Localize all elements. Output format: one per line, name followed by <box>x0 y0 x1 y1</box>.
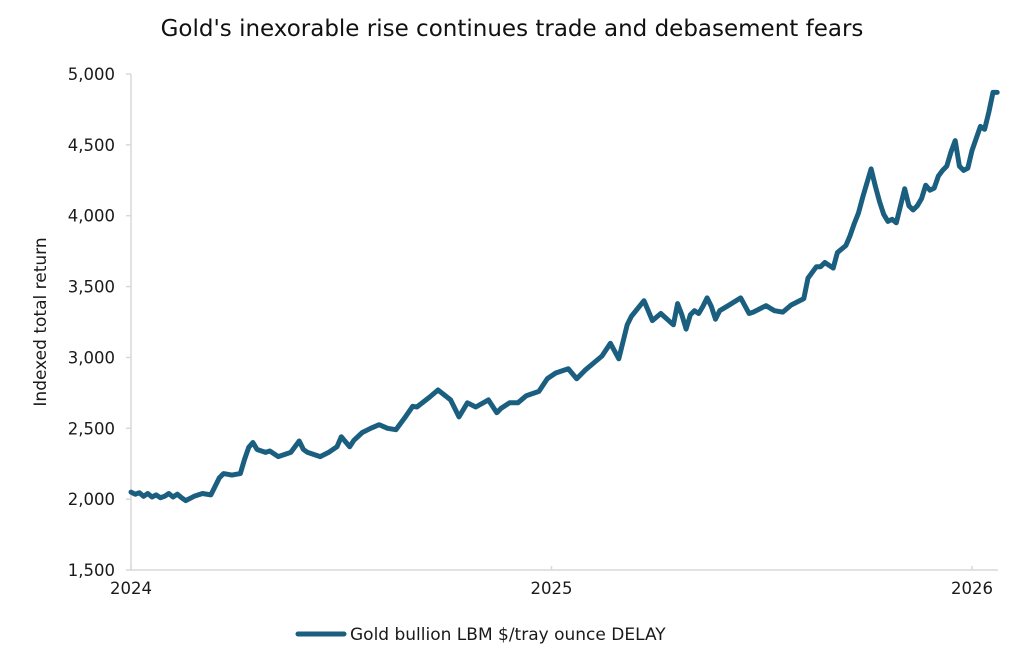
y-tick-label: 1,500 <box>68 561 115 580</box>
series-group <box>128 89 1000 504</box>
y-tick-label: 3,500 <box>68 278 115 297</box>
series-line-gold-bullion <box>128 89 1000 504</box>
chart-title: Gold's inexorable rise continues trade a… <box>161 16 864 42</box>
y-axis: 1,500 2,000 2,500 3,000 3,500 4,000 4,500 5,000 <box>68 65 131 580</box>
x-axis: 2024 2025 2026 <box>110 566 993 598</box>
y-tick-label: 5,000 <box>68 65 115 84</box>
x-tick-label: 2025 <box>531 579 573 598</box>
y-axis-title: Indexed total return <box>31 237 51 406</box>
legend: Gold bullion LBM $/tray ounce DELAY <box>295 625 666 645</box>
y-tick-label: 4,500 <box>68 136 115 155</box>
y-tick-label: 2,000 <box>68 490 115 509</box>
legend-label-gold: Gold bullion LBM $/tray ounce DELAY <box>350 625 666 645</box>
x-tick-label: 2024 <box>110 579 152 598</box>
x-tick-label: 2026 <box>951 579 993 598</box>
y-tick-label: 4,000 <box>68 207 115 226</box>
y-tick-label: 2,500 <box>68 419 115 438</box>
y-tick-label: 3,000 <box>68 348 115 367</box>
